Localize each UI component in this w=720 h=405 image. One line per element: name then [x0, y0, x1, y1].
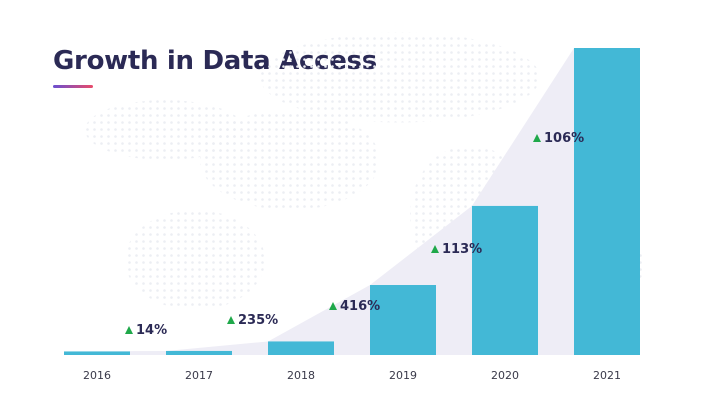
bar-2020 [472, 205, 538, 355]
growth-labels-group: 14% 235% 416% 113% 106% [125, 131, 584, 338]
growth-percent: 14% [136, 323, 167, 338]
bar-2016 [64, 351, 130, 355]
growth-area [64, 48, 574, 355]
title-underline [53, 85, 93, 88]
bar-2021 [574, 48, 640, 355]
up-arrow-icon [533, 134, 541, 142]
x-tick-label: 2019 [389, 369, 417, 382]
up-arrow-icon [431, 245, 439, 253]
bar-2019 [370, 285, 436, 355]
up-arrow-icon [227, 316, 235, 324]
x-tick-label: 2020 [491, 369, 519, 382]
up-arrow-icon [329, 302, 337, 310]
x-tick-label: 2016 [83, 369, 111, 382]
growth-percent: 106% [544, 131, 584, 146]
x-tick-labels-group: 2016 2017 2018 2019 2020 2021 [83, 369, 621, 382]
growth-percent: 113% [442, 242, 482, 257]
map-blob [125, 210, 265, 310]
map-blob [200, 110, 380, 210]
bars-group [64, 48, 640, 355]
map-blob [260, 32, 540, 123]
up-arrow-icon [125, 326, 133, 334]
x-tick-label: 2017 [185, 369, 213, 382]
growth-label-2019: 416% [329, 299, 380, 314]
bar-2018 [268, 341, 334, 355]
growth-label-2020: 113% [431, 242, 482, 257]
growth-label-2017: 14% [125, 323, 167, 338]
growth-label-2021: 106% [533, 131, 584, 146]
bar-2017 [166, 350, 232, 355]
growth-label-2018: 235% [227, 313, 278, 328]
x-tick-label: 2021 [593, 369, 621, 382]
x-tick-label: 2018 [287, 369, 315, 382]
growth-percent: 235% [238, 313, 278, 328]
growth-percent: 416% [340, 299, 380, 314]
